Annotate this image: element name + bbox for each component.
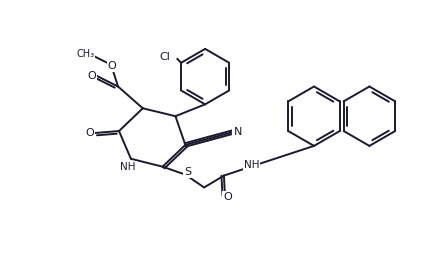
Text: CH₃: CH₃ bbox=[76, 49, 95, 59]
Text: N: N bbox=[234, 127, 242, 137]
Text: NH: NH bbox=[244, 160, 259, 170]
Text: NH: NH bbox=[120, 162, 136, 172]
Text: O: O bbox=[87, 71, 95, 80]
Text: S: S bbox=[184, 167, 191, 177]
Text: O: O bbox=[224, 192, 232, 202]
Text: Cl: Cl bbox=[160, 52, 171, 62]
Text: O: O bbox=[85, 128, 94, 138]
Text: O: O bbox=[108, 61, 116, 71]
